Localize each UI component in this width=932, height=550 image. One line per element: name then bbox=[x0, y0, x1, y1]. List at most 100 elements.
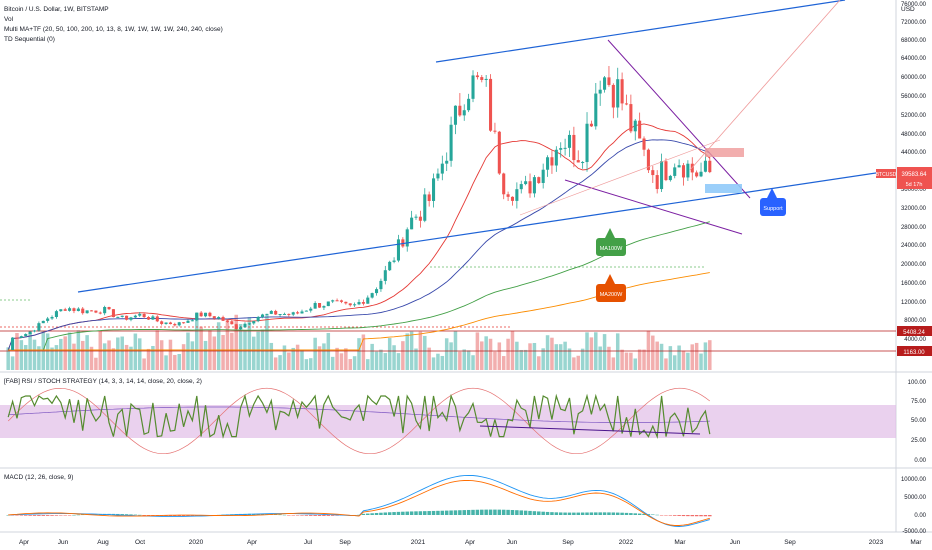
price-tick-label: 60000.00 bbox=[901, 75, 927, 81]
annotations[interactable]: Support MA100W MA200W bbox=[596, 188, 786, 302]
volume-bar bbox=[203, 340, 208, 370]
rsi-axis[interactable]: 100.00 75.00 50.00 25.00 0.00 bbox=[908, 380, 927, 464]
volume-bar bbox=[238, 324, 243, 370]
macd-histogram-bar bbox=[405, 511, 409, 515]
volume-bar bbox=[480, 341, 484, 370]
candle-body bbox=[401, 239, 405, 247]
candle-body bbox=[217, 317, 221, 319]
candle-body bbox=[274, 310, 278, 315]
ma-line-ma200w bbox=[8, 272, 710, 351]
candle-body bbox=[212, 316, 216, 319]
volume-bar bbox=[690, 344, 695, 370]
candle-body bbox=[616, 79, 620, 108]
volume-bar bbox=[449, 342, 453, 370]
legend-vol[interactable]: Vol bbox=[4, 16, 14, 23]
annotation-pointer bbox=[767, 188, 777, 198]
macd-histogram-bar bbox=[414, 511, 418, 515]
macd-histogram-bar bbox=[444, 510, 449, 515]
candle-body bbox=[317, 303, 322, 308]
volume-bar bbox=[304, 359, 309, 370]
volume-bar bbox=[300, 350, 304, 370]
volume-bar bbox=[344, 348, 348, 370]
macd-histogram-bar bbox=[615, 512, 620, 515]
volume-bar bbox=[146, 348, 151, 370]
trend-drawings[interactable] bbox=[77, 0, 897, 293]
macd-axis[interactable]: 10000.00 5000.00 0.00 -5000.00 bbox=[901, 477, 927, 535]
candle-body bbox=[427, 194, 431, 201]
candle-body bbox=[265, 313, 269, 315]
volume-bar bbox=[497, 342, 502, 370]
macd-histogram-bar bbox=[506, 509, 510, 515]
price-tick-label: 36000.00 bbox=[901, 187, 927, 193]
rsi-divergence-line bbox=[479, 425, 701, 435]
candle-body bbox=[133, 315, 137, 318]
candle-body bbox=[313, 303, 317, 309]
wedge-upper bbox=[607, 39, 751, 199]
macd-histogram-bar bbox=[480, 509, 484, 515]
legend-td-sequential[interactable]: TD Sequential (0) bbox=[4, 36, 55, 43]
candle-body bbox=[453, 105, 458, 125]
volume-bar bbox=[111, 348, 116, 370]
time-axis[interactable]: Apr Jun Aug Oct 2020 Apr Jul Sep 2021 Apr Jun Sep 20… bbox=[19, 539, 922, 546]
volume-bar bbox=[317, 346, 322, 370]
candle-body bbox=[182, 322, 186, 324]
rsi-pane-label[interactable]: [FAB] RSI / STOCH STRATEGY (14, 3, 3, 14… bbox=[4, 378, 202, 385]
macd-pane-label[interactable]: MACD (12, 26, close, 9) bbox=[4, 474, 73, 481]
candle-body bbox=[173, 324, 177, 326]
candle-body bbox=[559, 148, 563, 150]
macd-histogram-bar bbox=[396, 511, 401, 515]
macd-histogram-bar bbox=[576, 512, 581, 515]
candle-body bbox=[76, 308, 80, 312]
candle-body bbox=[269, 310, 273, 314]
ma-line-ma20w bbox=[7, 123, 711, 351]
candle-body bbox=[72, 308, 76, 312]
symbol-tag: BTCUSD bbox=[876, 172, 897, 178]
candle-body bbox=[326, 301, 330, 307]
annotation-box bbox=[596, 284, 626, 302]
volume-bar bbox=[423, 335, 427, 370]
volume-bar bbox=[528, 343, 532, 370]
candle-body bbox=[353, 304, 357, 306]
volume-bar bbox=[493, 351, 497, 370]
macd-histogram-bar bbox=[554, 512, 559, 515]
macd-histogram-bar bbox=[392, 512, 396, 515]
rsi-tick-label: 100.00 bbox=[908, 380, 927, 386]
candle-body bbox=[287, 313, 291, 315]
candle-body bbox=[366, 297, 370, 304]
time-label: Jul bbox=[304, 539, 313, 546]
price-axis[interactable]: 76000.00 72000.00 68000.00 64000.00 60000.00… bbox=[901, 2, 927, 343]
volume-bar bbox=[282, 345, 287, 370]
candle-body bbox=[467, 98, 471, 111]
candle-body bbox=[309, 308, 313, 311]
macd-histogram-bar bbox=[45, 515, 50, 516]
volume-bar bbox=[50, 347, 54, 370]
candle-body bbox=[642, 138, 646, 150]
candle-body bbox=[633, 120, 637, 132]
volume-bar bbox=[563, 341, 567, 370]
candle-body bbox=[230, 321, 234, 325]
time-label: Mar bbox=[910, 539, 922, 546]
macd-histogram-bar bbox=[273, 514, 278, 515]
rsi-ma-line bbox=[8, 406, 710, 423]
candle-body bbox=[646, 149, 650, 171]
candle-body bbox=[624, 103, 629, 105]
macd-histogram-bar bbox=[146, 515, 151, 516]
time-label: Jun bbox=[507, 539, 518, 546]
macd-histogram-bar bbox=[558, 512, 563, 515]
candle-body bbox=[19, 336, 23, 338]
macd-histogram-bar bbox=[37, 515, 41, 516]
volume-bar bbox=[383, 353, 388, 370]
candle-body bbox=[603, 77, 607, 90]
volume-bar bbox=[80, 340, 85, 370]
volume-bar bbox=[567, 348, 572, 370]
candle-body bbox=[475, 75, 479, 78]
volume-bar bbox=[124, 344, 129, 370]
volume-bar bbox=[392, 345, 396, 370]
support-trendline bbox=[77, 169, 897, 293]
legend-multi-ma[interactable]: Multi MA+TF (20, 50, 100, 200, 10, 13, 8… bbox=[4, 26, 223, 33]
candle-body bbox=[335, 300, 339, 302]
volume-bar bbox=[655, 341, 659, 370]
candle-body bbox=[195, 312, 199, 321]
candle-body bbox=[85, 310, 89, 314]
